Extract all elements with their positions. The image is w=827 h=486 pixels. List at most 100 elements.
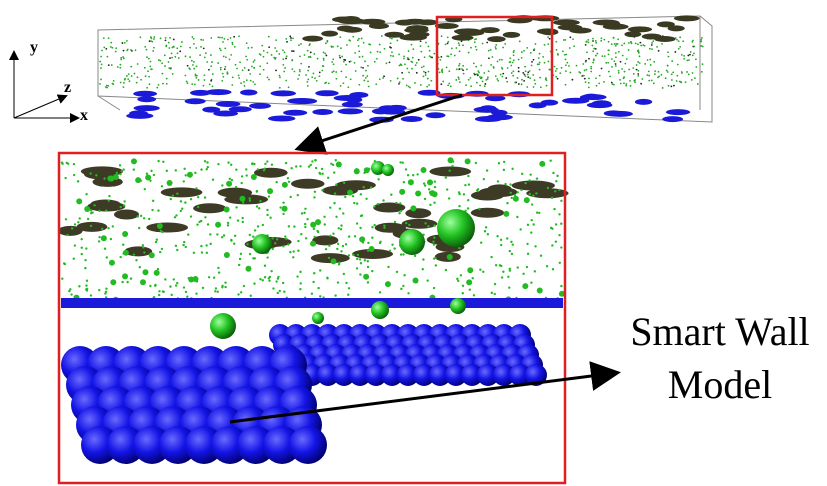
dot [70, 293, 72, 295]
dot [148, 218, 150, 220]
dot [234, 235, 236, 237]
dot [194, 172, 196, 174]
wall-cluster [270, 90, 296, 96]
dot [98, 236, 100, 238]
dot [98, 240, 100, 242]
dot [289, 196, 291, 198]
dot [293, 250, 295, 252]
dot [446, 188, 448, 190]
dot [521, 83, 523, 85]
dot [238, 77, 240, 79]
dot [325, 55, 327, 57]
dot [249, 253, 251, 255]
dot [155, 241, 157, 243]
dot [272, 248, 274, 250]
dot [282, 58, 284, 60]
dot [233, 243, 235, 245]
dot [192, 276, 198, 282]
dot [325, 248, 327, 250]
dot [235, 206, 237, 208]
cluster [375, 223, 406, 233]
dot [673, 85, 675, 87]
dot [362, 186, 364, 188]
dot [144, 188, 146, 190]
dot [447, 41, 449, 43]
dot [205, 52, 207, 54]
dot [459, 68, 461, 70]
dot [276, 50, 278, 52]
dot [103, 37, 105, 39]
dot [140, 215, 142, 217]
dot [560, 246, 562, 248]
dot [291, 50, 293, 52]
dot [348, 287, 350, 289]
dot [294, 71, 296, 73]
dot [596, 53, 598, 55]
dot [285, 58, 287, 60]
dot [297, 240, 299, 242]
dot [142, 246, 144, 248]
dot [445, 176, 447, 178]
dot [398, 83, 400, 85]
dot [608, 41, 610, 43]
dot [656, 46, 658, 48]
dot [123, 86, 125, 88]
dot [245, 174, 247, 176]
dot [128, 73, 130, 75]
dot [268, 46, 270, 48]
dot [539, 161, 545, 167]
dot [266, 160, 268, 162]
dot [259, 65, 261, 67]
dot [683, 55, 685, 57]
dot [239, 61, 241, 63]
dot [171, 52, 173, 54]
dot [139, 266, 141, 268]
dot [521, 79, 523, 81]
dot [178, 57, 180, 59]
dot [230, 164, 232, 166]
dot [535, 43, 537, 45]
dot [423, 71, 425, 73]
dot [511, 168, 513, 170]
dot [240, 182, 242, 184]
dot [98, 289, 100, 291]
dot [134, 73, 136, 75]
dot [164, 54, 166, 56]
dot [454, 55, 456, 57]
dot [181, 208, 183, 210]
dot [565, 84, 567, 86]
dot [509, 61, 511, 63]
dot [411, 44, 413, 46]
dot [679, 46, 681, 48]
dot [661, 43, 663, 45]
dot [171, 47, 173, 49]
dot [374, 61, 376, 63]
dot [334, 294, 336, 296]
dot [253, 61, 255, 63]
cluster [602, 21, 620, 27]
dot [299, 71, 301, 73]
dot [287, 177, 289, 179]
dot [121, 170, 123, 172]
dot [615, 43, 617, 45]
cluster [642, 33, 662, 39]
dot [287, 243, 289, 245]
dot [581, 75, 583, 77]
dot [523, 80, 525, 82]
dot [297, 250, 299, 252]
dot [90, 209, 92, 211]
dot [586, 51, 588, 53]
dot [559, 72, 561, 74]
cluster [146, 223, 188, 233]
dot [77, 221, 79, 223]
dot [314, 191, 316, 193]
dot [291, 60, 293, 62]
dot [593, 48, 595, 50]
dot [487, 233, 489, 235]
dot [635, 43, 637, 45]
dot [120, 206, 122, 208]
dot [392, 55, 394, 57]
dot [702, 46, 704, 48]
dot [585, 41, 587, 43]
dot [317, 287, 319, 289]
